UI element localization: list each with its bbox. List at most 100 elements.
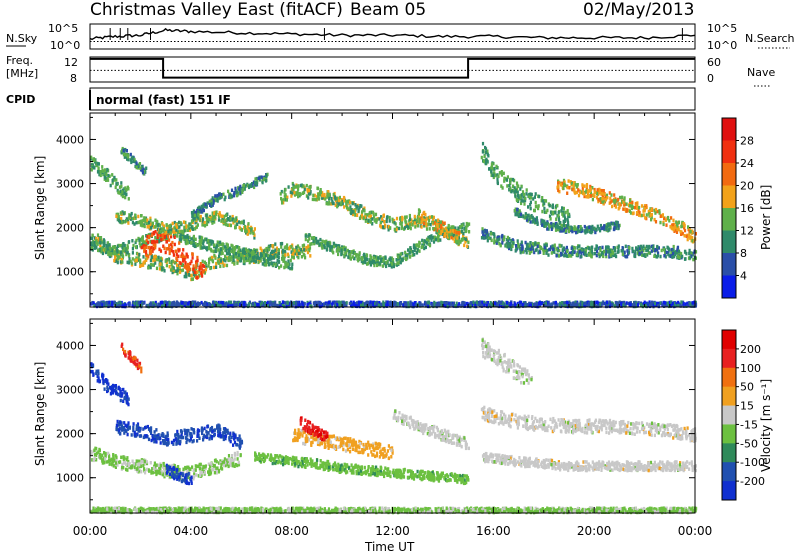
data-cell [683, 223, 686, 228]
data-cell [235, 193, 239, 198]
data-cell [448, 233, 451, 237]
data-cell [543, 210, 546, 214]
data-cell [523, 202, 526, 206]
data-cell [689, 229, 692, 234]
data-cell [691, 236, 694, 240]
data-cell [121, 146, 124, 151]
data-cell [341, 199, 344, 204]
data-cell [635, 203, 638, 207]
data-cell [141, 165, 144, 169]
data-cell [226, 245, 229, 249]
data-cell [653, 208, 656, 213]
data-cell [586, 245, 589, 250]
data-cell [551, 203, 554, 207]
data-cell [520, 242, 523, 246]
freq-label: Freq. [6, 54, 33, 67]
data-cell [187, 224, 190, 229]
data-cell [326, 192, 329, 196]
data-cell [569, 251, 572, 255]
data-cell [557, 179, 560, 183]
data-cell [256, 251, 259, 256]
data-cell [95, 236, 98, 241]
data-cell [305, 245, 308, 250]
data-cell [571, 252, 574, 256]
data-cell [274, 262, 277, 267]
data-cell [139, 260, 142, 264]
data-cell [373, 263, 376, 268]
data-cell [93, 304, 96, 308]
data-cell [674, 252, 677, 257]
data-cell [179, 233, 182, 237]
data-cell [526, 242, 529, 247]
data-cell [529, 192, 532, 196]
data-cell [350, 211, 353, 216]
data-cell [541, 209, 544, 214]
data-cell [364, 219, 367, 223]
data-cell [642, 253, 645, 258]
data-cell [149, 262, 153, 267]
data-cell [242, 261, 245, 265]
data-cell [335, 243, 338, 248]
data-cell [208, 260, 211, 265]
data-cell [118, 185, 122, 189]
data-cell [581, 304, 584, 308]
data-cell [645, 205, 648, 210]
data-cell [276, 258, 279, 263]
data-cell [562, 210, 565, 214]
data-cell [509, 181, 512, 186]
data-cell [168, 260, 171, 264]
data-cell [298, 251, 301, 256]
data-cell [537, 250, 540, 255]
data-cell [90, 168, 93, 172]
data-cell [147, 254, 150, 259]
data-cell [639, 213, 642, 218]
data-cell [562, 228, 565, 232]
data-cell [137, 258, 140, 262]
data-cell [236, 222, 239, 226]
data-cell [194, 273, 197, 278]
data-cell [657, 251, 660, 255]
data-cell [445, 229, 448, 233]
data-cell [467, 240, 470, 244]
data-cell [334, 203, 337, 207]
data-cell [259, 254, 262, 258]
data-cell [668, 254, 671, 258]
data-cell [294, 251, 297, 256]
data-cell [594, 247, 597, 252]
data-cell [266, 249, 269, 253]
data-cell [514, 188, 517, 193]
data-cell [205, 237, 208, 242]
data-cell [220, 242, 223, 247]
data-cell [282, 258, 285, 262]
data-cell [637, 209, 640, 213]
data-cell [516, 301, 519, 306]
data-cell [524, 196, 527, 201]
data-cell [405, 257, 408, 261]
data-cell [379, 255, 382, 259]
data-cell [137, 303, 140, 308]
data-cell [485, 229, 488, 233]
data-cell [377, 256, 380, 260]
data-cell [246, 232, 249, 236]
data-cell [280, 245, 283, 249]
data-cell [186, 266, 189, 271]
data-cell [308, 185, 311, 190]
data-cell [228, 255, 231, 260]
freq-line [90, 57, 695, 79]
data-cell [627, 251, 631, 255]
data-cell [605, 249, 608, 254]
data-cell [363, 206, 366, 210]
data-cell [315, 197, 318, 202]
data-cell [216, 193, 219, 198]
data-cell [516, 239, 519, 243]
data-cell [490, 238, 493, 243]
data-cell [221, 251, 224, 256]
data-cell [238, 246, 241, 250]
data-cell [579, 229, 582, 234]
data-cell [232, 217, 235, 221]
data-cell [192, 238, 195, 243]
data-cell [167, 234, 170, 239]
data-cell [123, 304, 126, 309]
data-cell [154, 230, 157, 234]
data-cell [421, 238, 424, 243]
